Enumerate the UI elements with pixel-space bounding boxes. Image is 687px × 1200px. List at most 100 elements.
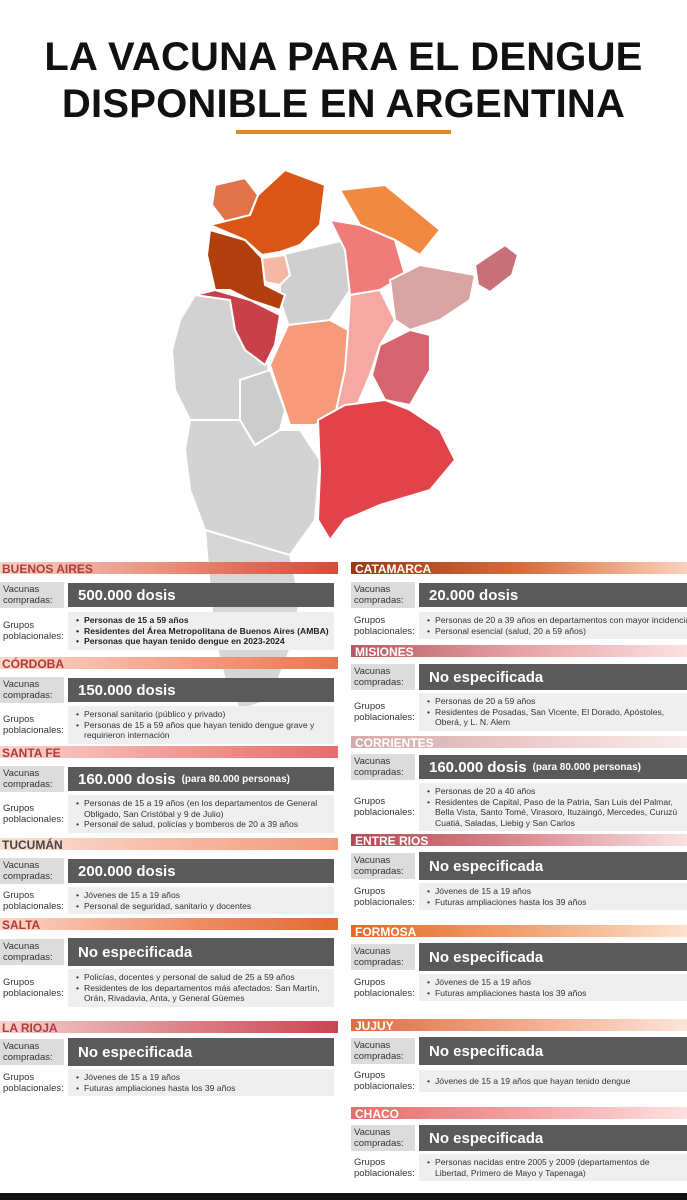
groups-row: Grupos poblacionales: Personas de 20 a 5…: [351, 693, 687, 731]
groups-box: Personas nacidas entre 2005 y 2009 (depa…: [419, 1154, 687, 1181]
groups-row: Grupos poblacionales: Jóvenes de 15 a 19…: [351, 883, 687, 910]
doses-value: 200.000 dosis: [68, 859, 334, 883]
doses-text: No especificada: [78, 1043, 193, 1061]
vaccine-row: Vacunas compradas: No especificada: [351, 1125, 687, 1151]
doses-value: No especificada: [419, 852, 687, 880]
header-bar: [351, 562, 687, 574]
group-item: Personal sanitario (público y privado): [76, 709, 330, 720]
header-bar: [0, 562, 338, 574]
doses-text: 200.000 dosis: [78, 862, 176, 880]
doses-value: 160.000 dosis (para 80.000 personas): [68, 767, 334, 791]
doses-value: 160.000 dosis (para 80.000 personas): [419, 755, 687, 779]
map-province-corrientes: [388, 263, 477, 332]
group-item: Futuras ampliaciones hasta los 39 años: [427, 988, 683, 999]
grupos-label: Grupos poblacionales:: [354, 885, 415, 908]
header-bar: [0, 746, 338, 758]
groups-box: Jóvenes de 15 a 19 años Personal de segu…: [68, 887, 334, 914]
header-bar: [0, 918, 338, 930]
vacunas-label: Vacunas compradas:: [351, 754, 415, 780]
grupos-label: Grupos poblacionales:: [3, 802, 64, 825]
header-bar: [351, 1107, 687, 1119]
grupos-label: Grupos poblacionales:: [3, 1071, 64, 1094]
groups-box: Personas de 15 a 59 años Residentes del …: [68, 612, 334, 650]
doses-value: No especificada: [419, 1037, 687, 1065]
group-item: Personal de salud, policías y bomberos d…: [76, 819, 330, 830]
grupos-label: Grupos poblacionales:: [354, 700, 415, 723]
header-bar: [351, 834, 687, 846]
map-province-salta: [206, 168, 327, 257]
province-name: SANTA FE: [2, 746, 61, 760]
province-name: CATAMARCA: [355, 562, 432, 576]
header-bar: [351, 736, 687, 748]
header-bar: [0, 657, 338, 669]
province-card-catamarca: CATAMARCA Vacunas compradas: 20.000 dosi…: [351, 562, 687, 639]
province-name: FORMOSA: [355, 925, 417, 939]
vaccine-row: Vacunas compradas: No especificada: [0, 1038, 336, 1066]
vacunas-label: Vacunas compradas:: [0, 939, 64, 965]
province-name: CORRIENTES: [355, 736, 434, 750]
groups-row: Grupos poblacionales: Jóvenes de 15 a 19…: [0, 887, 336, 914]
title-underline: [236, 130, 451, 134]
group-item: Residentes del Área Metropolitana de Bue…: [76, 626, 330, 637]
groups-row: Grupos poblacionales: Personas de 15 a 5…: [0, 612, 336, 650]
groups-row: Grupos poblacionales: Personas de 20 a 4…: [351, 783, 687, 831]
province-name: LA RIOJA: [2, 1021, 58, 1035]
group-item: Personas de 20 a 39 años en departamento…: [427, 615, 687, 626]
group-item: Futuras ampliaciones hasta los 39 años: [76, 1083, 330, 1094]
vaccine-row: Vacunas compradas: 160.000 dosis (para 80…: [0, 766, 336, 792]
map-province-entre-rios: [370, 328, 431, 407]
page-title: LA VACUNA PARA EL DENGUE DISPONIBLE EN A…: [0, 34, 687, 128]
province-card-jujuy: JUJUY Vacunas compradas: No especificada…: [351, 1019, 687, 1094]
doses-value: No especificada: [419, 664, 687, 690]
province-name: TUCUMÁN: [2, 838, 63, 852]
groups-box: Personal sanitario (público y privado) P…: [68, 706, 334, 744]
map-province-catamarca: [205, 228, 287, 312]
grupos-label: Grupos poblacionales:: [3, 976, 64, 999]
vaccine-row: Vacunas compradas: No especificada: [351, 943, 687, 971]
vacunas-label: Vacunas compradas:: [0, 858, 64, 884]
groups-box: Personas de 20 a 39 años en departamento…: [419, 612, 687, 639]
groups-row: Grupos poblacionales: Personas de 20 a 3…: [351, 612, 687, 639]
vaccine-row: Vacunas compradas: No especificada: [351, 664, 687, 690]
doses-text: 150.000 dosis: [78, 681, 176, 699]
groups-row: Grupos poblacionales: Personas de 15 a 1…: [0, 795, 336, 833]
group-item: Jóvenes de 15 a 19 años: [427, 886, 683, 897]
map-province-buenos-aires: [316, 398, 457, 542]
doses-text: No especificada: [429, 857, 544, 875]
vacunas-label: Vacunas compradas:: [351, 664, 415, 690]
province-name: BUENOS AIRES: [2, 562, 93, 576]
province-name: CHACO: [355, 1107, 399, 1121]
vacunas-label: Vacunas compradas:: [0, 1039, 64, 1065]
group-item: Residentes de Capital, Paso de la Patria…: [427, 797, 683, 829]
vacunas-label: Vacunas compradas:: [351, 582, 415, 608]
groups-box: Personas de 20 a 59 años Residentes de P…: [419, 693, 687, 731]
group-item: Residentes de los departamentos más afec…: [76, 983, 330, 1004]
province-card-chaco: CHACO Vacunas compradas: No especificada…: [351, 1107, 687, 1181]
groups-box: Jóvenes de 15 a 19 años Futuras ampliaci…: [419, 883, 687, 910]
vacunas-label: Vacunas compradas:: [351, 853, 415, 879]
vacunas-label: Vacunas compradas:: [351, 1038, 415, 1064]
province-card-buenos-aires: BUENOS AIRES Vacunas compradas: 500.000 …: [0, 562, 336, 650]
vaccine-row: Vacunas compradas: 500.000 dosis: [0, 582, 336, 608]
groups-row: Grupos poblacionales: Jóvenes de 15 a 19…: [0, 1069, 336, 1096]
groups-box: Personas de 15 a 19 años (en los departa…: [68, 795, 334, 833]
group-item: Jóvenes de 15 a 19 años: [76, 1072, 330, 1083]
doses-value: No especificada: [419, 1125, 687, 1151]
header-bar: [0, 838, 338, 850]
doses-value: 500.000 dosis: [68, 583, 334, 607]
argentina-map: [170, 168, 520, 710]
province-card-salta: SALTA Vacunas compradas: No especificada…: [0, 918, 336, 1007]
grupos-label: Grupos poblacionales:: [3, 619, 64, 642]
doses-note: (para 80.000 personas): [181, 773, 290, 785]
grupos-label: Grupos poblacionales:: [354, 1070, 415, 1092]
doses-note: (para 80.000 personas): [532, 761, 641, 773]
vaccine-row: Vacunas compradas: No especificada: [351, 852, 687, 880]
vacunas-label: Vacunas compradas:: [351, 944, 415, 970]
vaccine-row: Vacunas compradas: 160.000 dosis (para 80…: [351, 754, 687, 780]
grupos-label: Grupos poblacionales:: [354, 796, 415, 818]
map-province-grey-mid: [239, 368, 287, 447]
vaccine-row: Vacunas compradas: 20.000 dosis: [351, 582, 687, 608]
province-card-la-rioja: LA RIOJA Vacunas compradas: No especific…: [0, 1021, 336, 1096]
group-item: Jóvenes de 15 a 19 años que hayan tenido…: [427, 1076, 683, 1087]
grupos-label: Grupos poblacionales:: [3, 713, 64, 736]
